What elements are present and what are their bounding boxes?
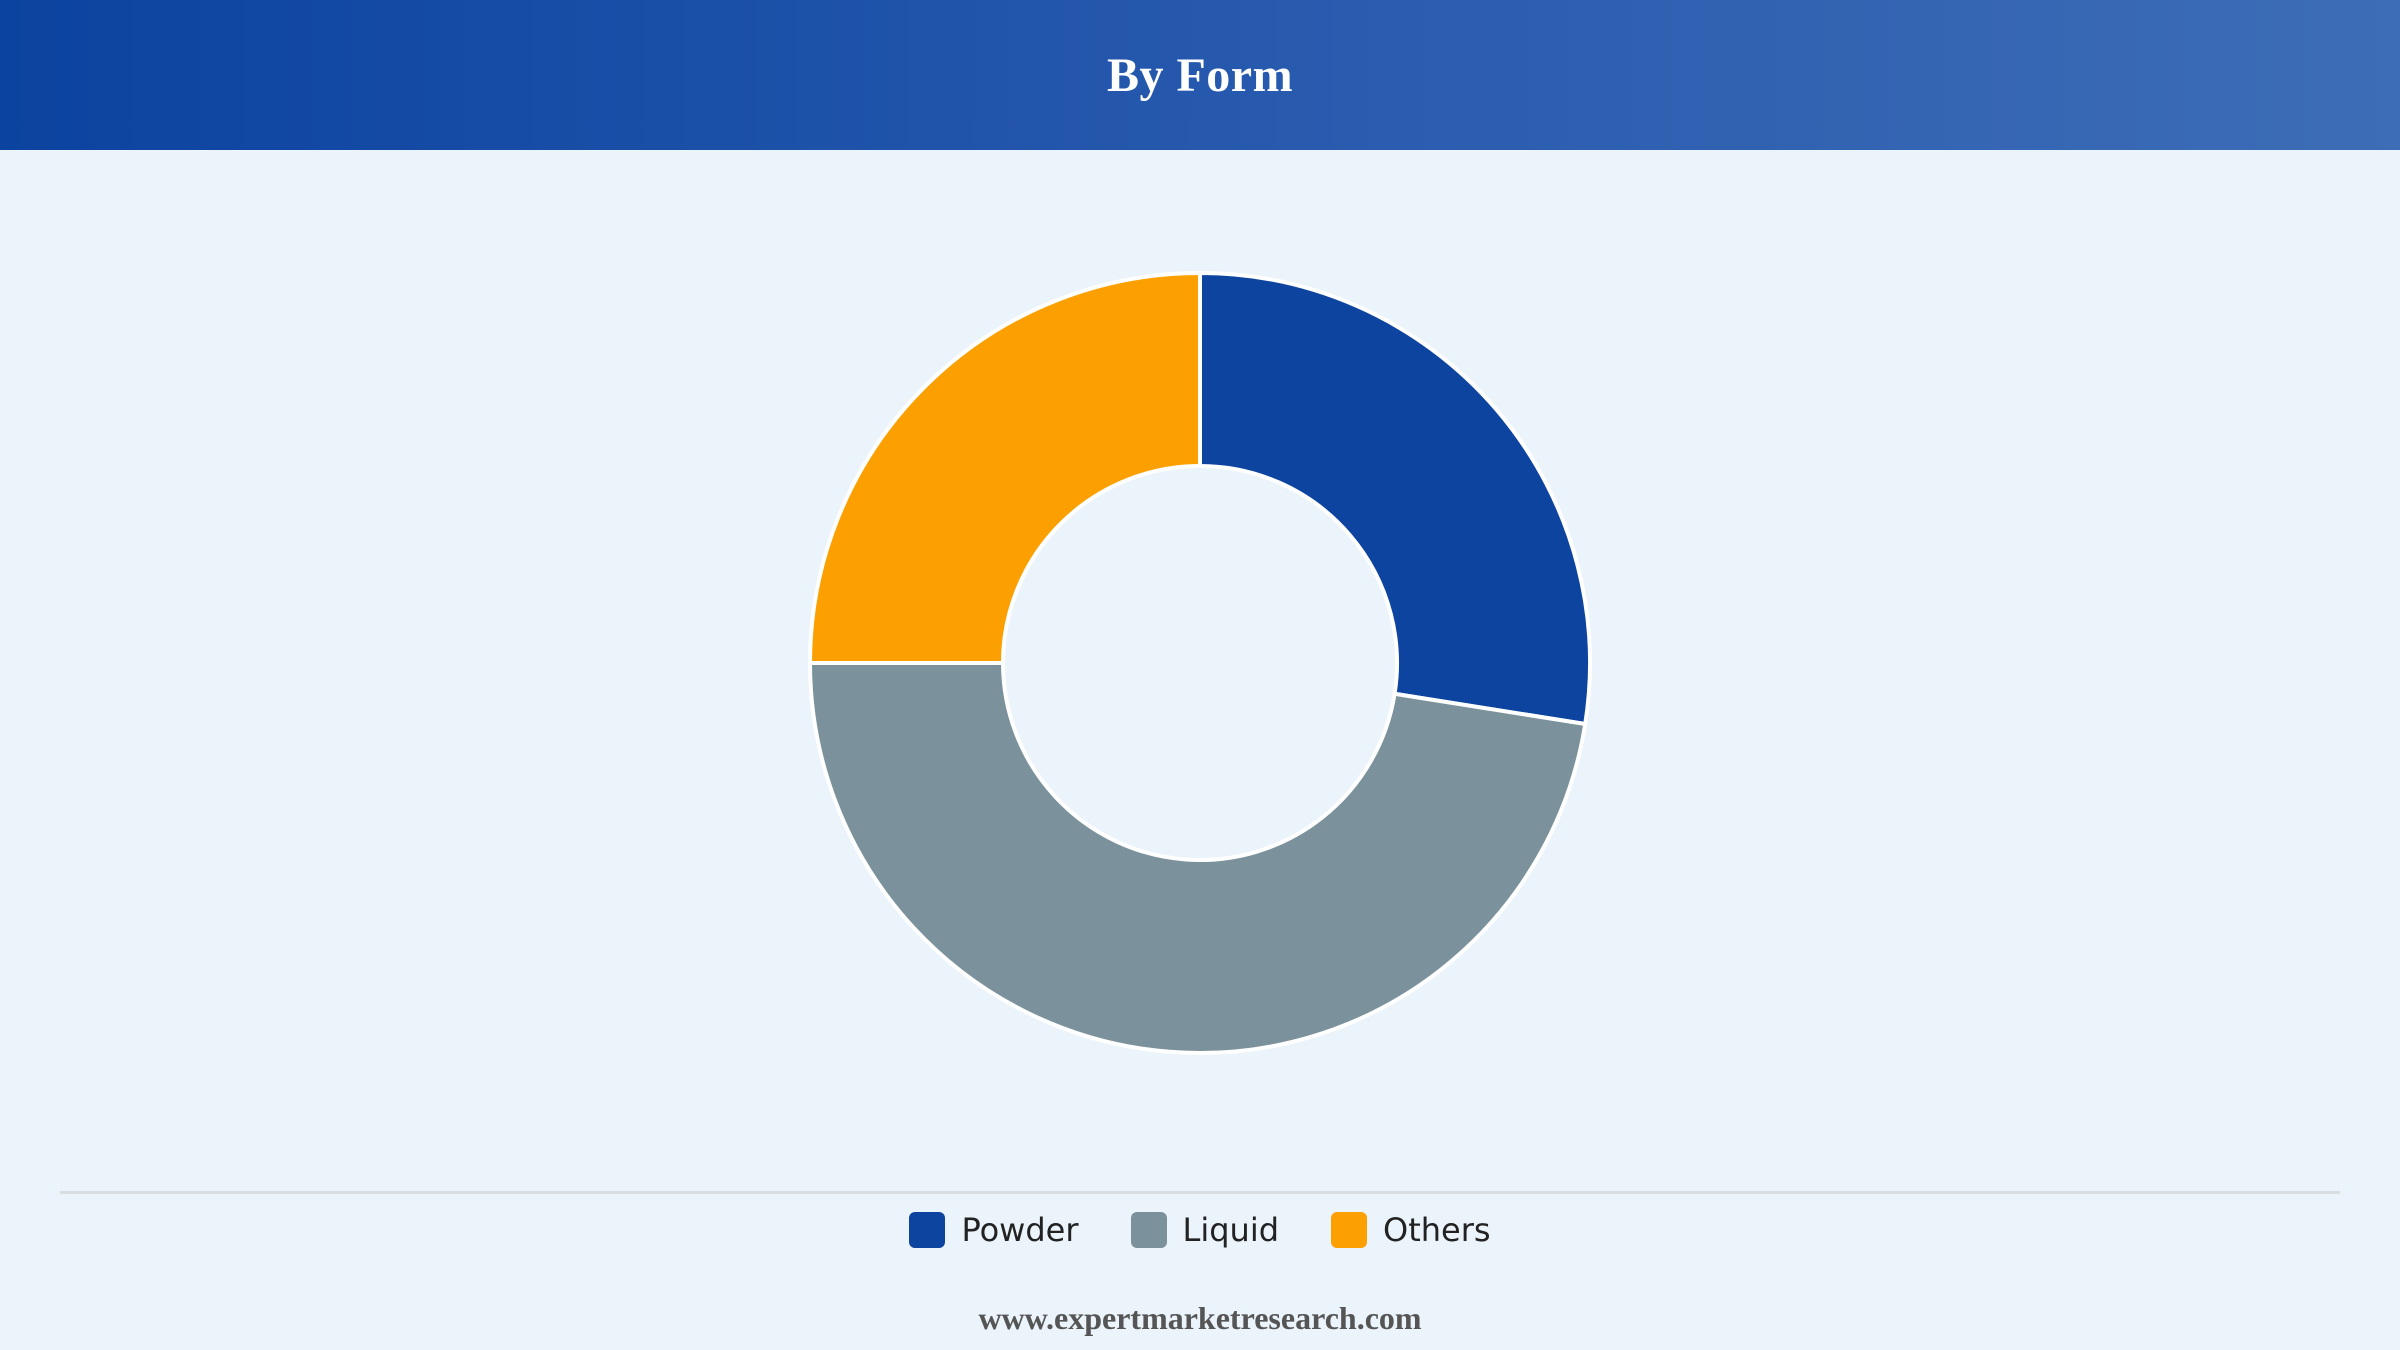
legend-divider [60,1191,2340,1194]
legend-item-liquid: Liquid [1130,1211,1280,1249]
legend-label: Liquid [1182,1211,1280,1249]
legend-item-others: Others [1331,1211,1491,1249]
slice-others [808,271,1202,665]
legend: Powder Liquid Others [0,1206,2400,1254]
footer-source: www.expertmarketresearch.com [978,1300,1422,1336]
legend-label: Others [1383,1211,1491,1249]
legend-swatch-liquid [1130,1212,1167,1248]
chart-title: By Form [1106,48,1294,102]
legend-swatch-powder [909,1212,946,1248]
legend-item-powder: Powder [909,1211,1079,1249]
header-banner: By Form [0,0,2400,150]
legend-label: Powder [961,1211,1079,1249]
slice-liquid [808,661,1588,1055]
chart-area [0,150,2400,1190]
donut-chart [808,271,1592,1055]
slice-powder [1198,271,1592,727]
legend-swatch-others [1331,1212,1368,1248]
